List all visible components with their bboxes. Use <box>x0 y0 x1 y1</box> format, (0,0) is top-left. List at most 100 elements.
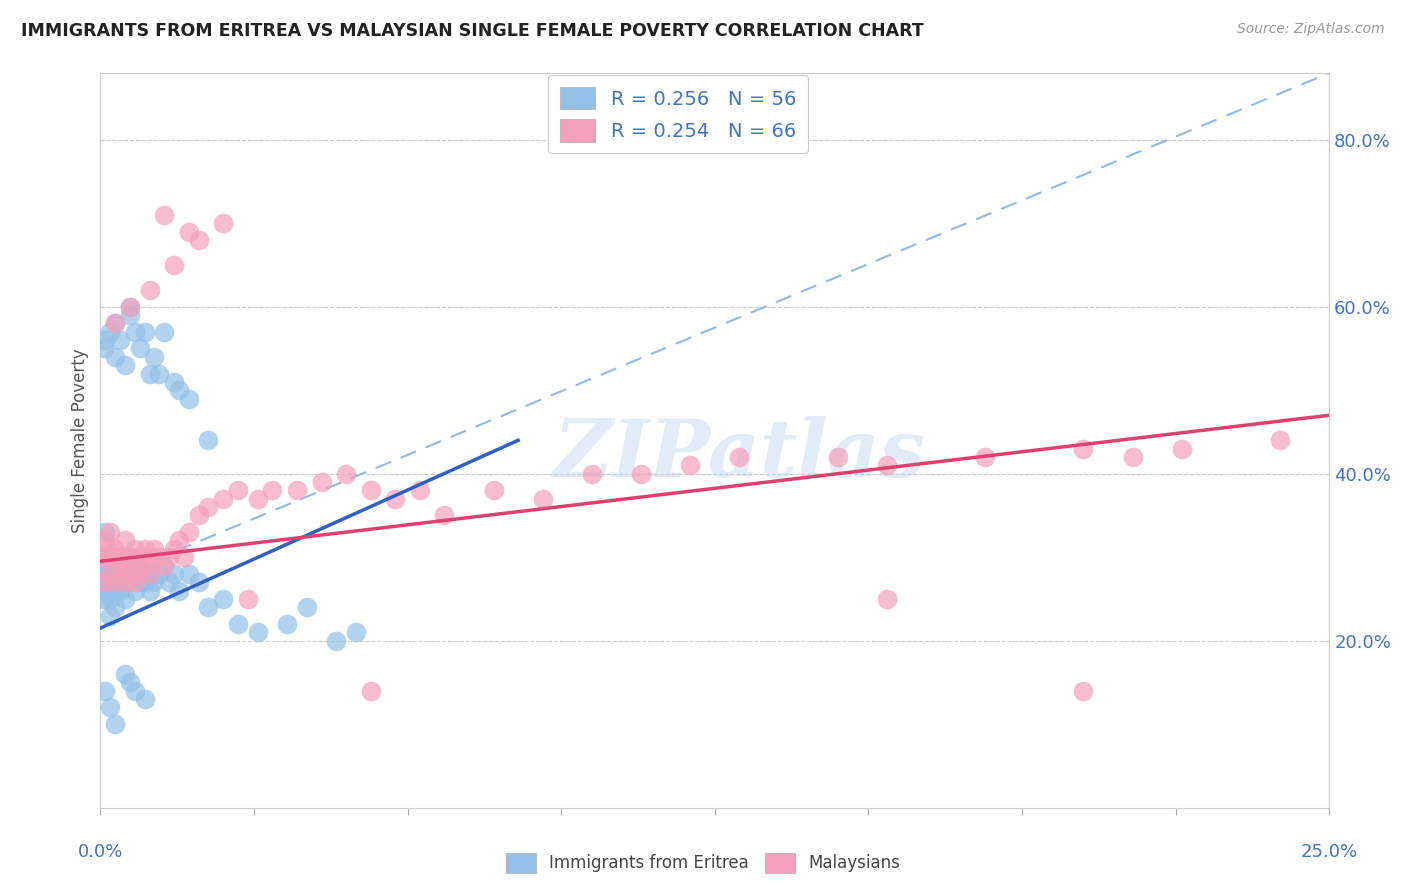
Point <box>118 566 141 581</box>
Point <box>177 525 200 540</box>
Point <box>118 566 141 581</box>
Point <box>974 450 997 464</box>
Point <box>531 491 554 506</box>
Point <box>212 491 235 506</box>
Point <box>177 225 200 239</box>
Point <box>1073 442 1095 456</box>
Text: Source: ZipAtlas.com: Source: ZipAtlas.com <box>1237 22 1385 37</box>
Point <box>360 483 382 498</box>
Point <box>114 358 136 372</box>
Point <box>384 491 406 506</box>
Point <box>118 550 141 565</box>
Point <box>311 475 333 489</box>
Point <box>134 325 156 339</box>
Point <box>124 558 146 573</box>
Point <box>97 583 120 598</box>
Point <box>94 333 117 347</box>
Point <box>128 558 150 573</box>
Point <box>98 608 121 623</box>
Point <box>276 617 298 632</box>
Point <box>118 575 141 590</box>
Point <box>138 283 160 297</box>
Point <box>97 558 120 573</box>
Legend: Immigrants from Eritrea, Malaysians: Immigrants from Eritrea, Malaysians <box>499 847 907 880</box>
Point <box>108 550 131 565</box>
Point <box>409 483 432 498</box>
Point <box>114 591 136 606</box>
Point <box>1171 442 1194 456</box>
Point <box>104 600 127 615</box>
Point <box>118 300 141 314</box>
Point <box>104 317 127 331</box>
Point <box>876 591 898 606</box>
Point <box>104 575 127 590</box>
Y-axis label: Single Female Poverty: Single Female Poverty <box>72 348 89 533</box>
Point <box>104 717 127 731</box>
Point <box>143 350 166 364</box>
Point <box>226 617 249 632</box>
Point <box>111 550 134 565</box>
Point <box>94 550 117 565</box>
Point <box>104 558 127 573</box>
Point <box>98 566 121 581</box>
Point <box>163 258 186 272</box>
Point <box>104 350 127 364</box>
Point <box>124 325 146 339</box>
Point <box>148 566 170 581</box>
Point <box>1073 683 1095 698</box>
Point <box>114 575 136 590</box>
Point <box>114 575 136 590</box>
Point <box>167 383 190 397</box>
Point <box>335 467 357 481</box>
Point <box>134 558 156 573</box>
Point <box>344 625 367 640</box>
Point <box>630 467 652 481</box>
Point <box>107 566 129 581</box>
Point <box>97 541 120 556</box>
Point <box>104 583 127 598</box>
Point <box>157 575 180 590</box>
Point <box>197 600 219 615</box>
Point <box>91 550 114 565</box>
Point <box>138 550 160 565</box>
Point <box>98 575 121 590</box>
Point <box>153 558 176 573</box>
Point <box>94 575 117 590</box>
Point <box>108 566 131 581</box>
Point <box>128 550 150 565</box>
Point <box>108 583 131 598</box>
Point <box>134 566 156 581</box>
Point <box>153 208 176 222</box>
Point <box>98 591 121 606</box>
Point <box>104 541 127 556</box>
Point <box>148 550 170 565</box>
Point <box>94 683 117 698</box>
Point <box>91 575 114 590</box>
Point <box>212 591 235 606</box>
Point <box>581 467 603 481</box>
Point <box>177 566 200 581</box>
Legend: R = 0.256   N = 56, R = 0.254   N = 66: R = 0.256 N = 56, R = 0.254 N = 66 <box>548 75 807 153</box>
Point <box>143 575 166 590</box>
Text: ZIPatlas: ZIPatlas <box>554 417 925 494</box>
Point <box>98 700 121 714</box>
Point <box>93 342 115 356</box>
Point <box>104 317 127 331</box>
Point <box>138 566 160 581</box>
Point <box>94 575 117 590</box>
Point <box>108 333 131 347</box>
Point <box>118 675 141 690</box>
Point <box>187 508 209 523</box>
Point <box>98 550 121 565</box>
Text: IMMIGRANTS FROM ERITREA VS MALAYSIAN SINGLE FEMALE POVERTY CORRELATION CHART: IMMIGRANTS FROM ERITREA VS MALAYSIAN SIN… <box>21 22 924 40</box>
Point <box>124 541 146 556</box>
Point <box>163 375 186 389</box>
Text: 0.0%: 0.0% <box>77 843 124 862</box>
Point <box>108 566 131 581</box>
Point <box>295 600 318 615</box>
Point <box>118 308 141 322</box>
Point <box>114 533 136 548</box>
Point <box>98 566 121 581</box>
Point <box>226 483 249 498</box>
Point <box>153 325 176 339</box>
